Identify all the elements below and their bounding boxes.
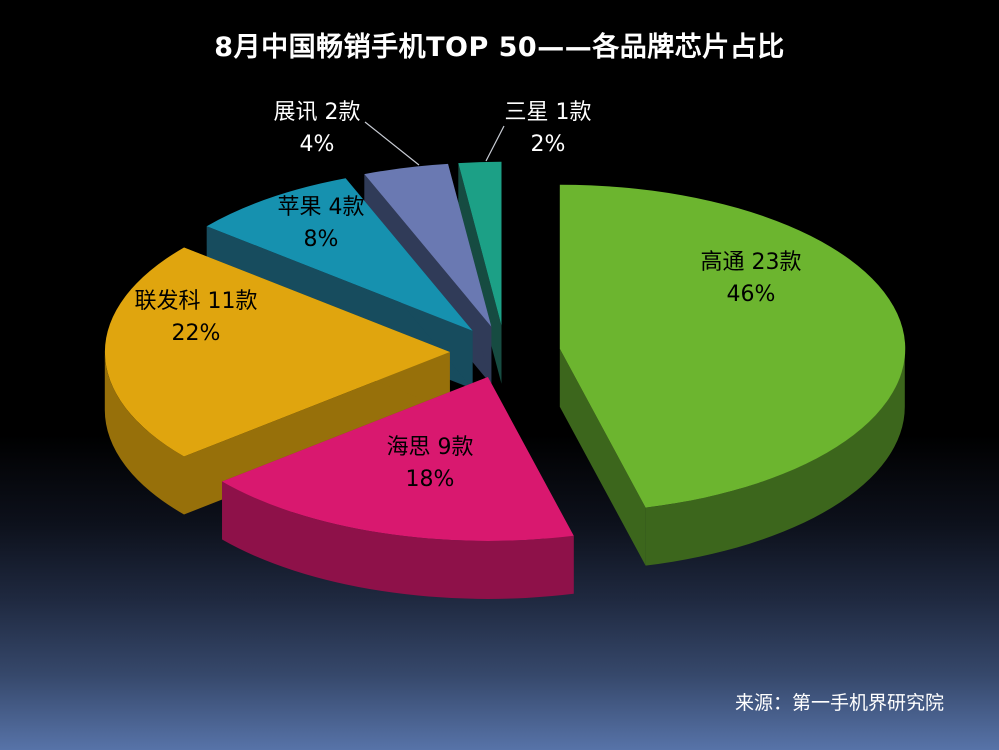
slice-percent-text: 18%: [405, 467, 455, 492]
slice-label-text: 海思 9款: [386, 435, 474, 460]
slice-label-spreadtrum: 展讯 2款 4%: [197, 97, 437, 161]
slice-percent-text: 22%: [171, 321, 221, 346]
slice-label-text: 苹果 4款: [277, 195, 365, 220]
chart-title: 8月中国畅销手机TOP 50——各品牌芯片占比: [214, 32, 785, 63]
slice-label-text: 展讯 2款: [273, 100, 361, 125]
slice-label-text: 高通 23款: [700, 250, 802, 275]
slice-label-qualcomm: 高通 23款 46%: [631, 247, 871, 311]
slice-percent-text: 2%: [530, 132, 566, 157]
slice-label-samsung: 三星 1款 2%: [428, 97, 668, 161]
slice-label-mediatek: 联发科 11款 22%: [76, 286, 316, 350]
pie-slice-hisilicon: [222, 377, 574, 599]
slice-label-apple: 苹果 4款 8%: [201, 192, 441, 256]
callout-line-samsung: [485, 125, 505, 162]
slice-percent-text: 46%: [726, 282, 776, 307]
callout-line-spreadtrum: [364, 121, 420, 166]
slice-label-hisilicon: 海思 9款 18%: [310, 432, 550, 496]
slice-percent-text: 8%: [303, 227, 339, 252]
source-credit: 来源：第一手机界研究院: [734, 692, 944, 714]
slice-percent-text: 4%: [299, 132, 335, 157]
slice-label-text: 联发科 11款: [134, 289, 258, 314]
pie-slice-qualcomm: [559, 184, 906, 566]
slice-label-text: 三星 1款: [504, 100, 592, 125]
